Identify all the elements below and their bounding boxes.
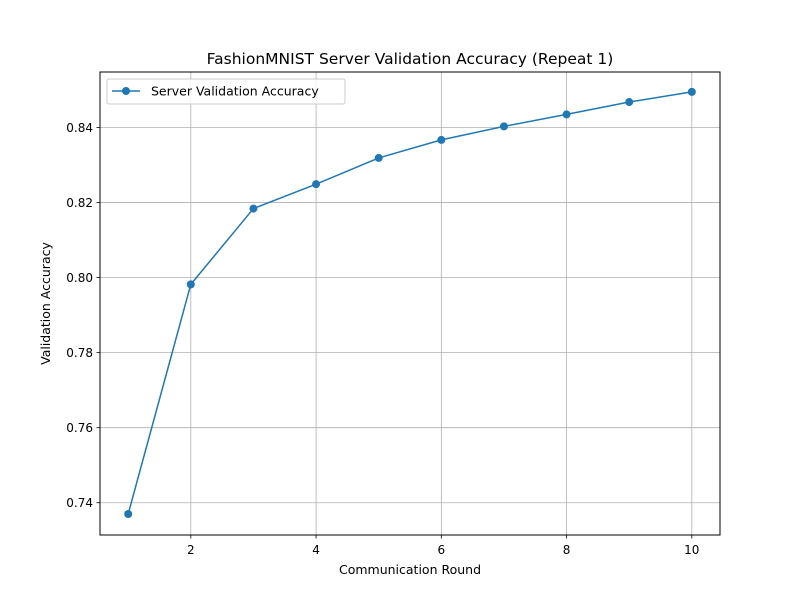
data-point [249,204,258,213]
y-tick-label: 0.84 [66,121,93,135]
data-point [687,87,696,96]
y-tick-label: 0.82 [66,196,93,210]
y-tick-label: 0.78 [66,346,93,360]
chart-title: FashionMNIST Server Validation Accuracy … [207,50,614,68]
data-point [312,180,321,189]
ticks-layer: 2 4 6 8 10 0.74 0.76 0.78 0.80 0.82 0.84 [66,121,699,557]
x-tick-label: 10 [684,543,699,557]
data-point [625,98,634,107]
plot-frame [99,71,721,536]
data-point [374,153,383,162]
series-layer [124,87,696,518]
grid-layer [100,72,720,535]
legend-marker-swatch [122,87,130,95]
legend: Server Validation Accuracy [106,78,346,105]
x-tick-label: 6 [437,543,445,557]
x-tick-label: 4 [312,543,320,557]
y-tick-label: 0.76 [66,421,93,435]
x-tick-label: 2 [187,543,195,557]
data-point [186,280,195,289]
data-point [124,509,133,518]
data-point [437,135,446,144]
x-tick-label: 8 [563,543,571,557]
legend-label: Server Validation Accuracy [151,84,319,99]
y-tick-label: 0.74 [66,496,93,510]
y-tick-label: 0.80 [66,271,93,285]
x-axis-label: Communication Round [339,562,481,577]
data-point [499,122,508,131]
data-point [562,110,571,119]
y-axis-label: Validation Accuracy [38,242,53,365]
series-line [127,91,692,515]
legend-box [106,78,346,105]
